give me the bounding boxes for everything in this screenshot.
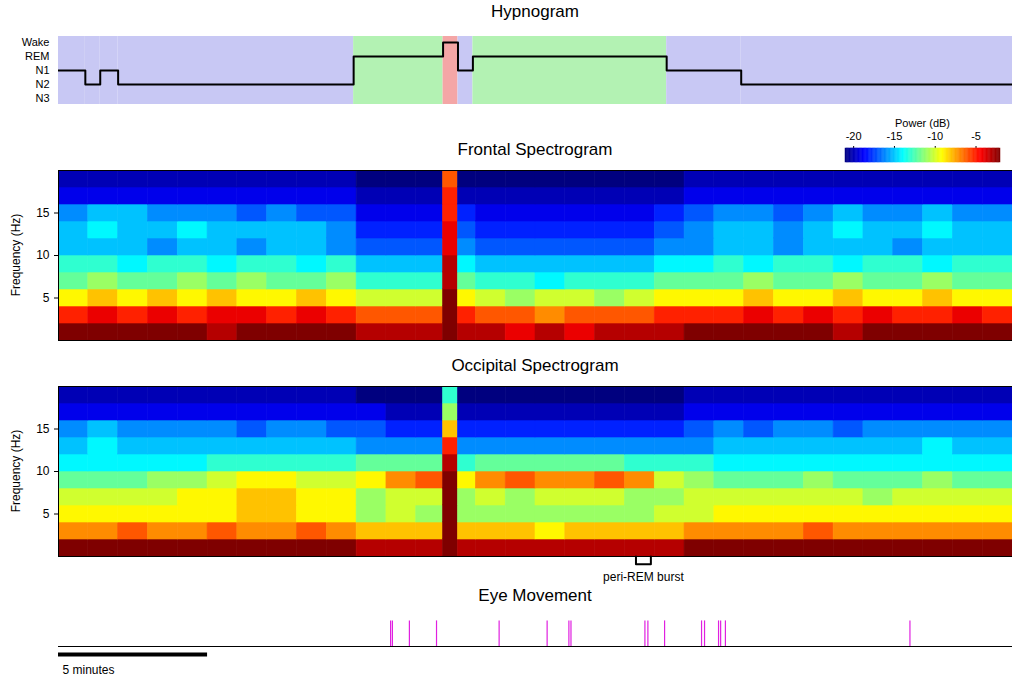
svg-text:5: 5 [43, 291, 50, 305]
svg-text:15: 15 [36, 206, 50, 220]
svg-text:5: 5 [43, 507, 50, 521]
svg-text:peri-REM burst: peri-REM burst [603, 570, 684, 584]
html-text:Frontal Spectrogram: Frontal Spectrogram [457, 140, 613, 159]
html-text:Hypnogram: Hypnogram [491, 2, 579, 21]
html-text:Frequency (Hz): Frequency (Hz) [9, 213, 23, 297]
svg-text:10: 10 [36, 464, 50, 478]
svg-text:-15: -15 [886, 130, 902, 142]
svg-text:15: 15 [36, 422, 50, 436]
svg-text:10: 10 [36, 248, 50, 262]
svg-text:N2: N2 [35, 78, 49, 90]
svg-text:REM: REM [25, 50, 49, 62]
svg-text:-10: -10 [927, 130, 943, 142]
svg-text:N1: N1 [35, 64, 49, 76]
html-text:Power (dB): Power (dB) [895, 117, 950, 129]
svg-text:-20: -20 [846, 130, 862, 142]
svg-text:5 minutes: 5 minutes [63, 663, 115, 677]
svg-text:Wake: Wake [22, 36, 50, 48]
html-text:Eye Movement: Eye Movement [478, 586, 592, 605]
svg-text:N3: N3 [35, 92, 49, 104]
svg-text:-5: -5 [971, 130, 981, 142]
html-text:Frequency (Hz): Frequency (Hz) [9, 429, 23, 513]
html-text:Occipital Spectrogram: Occipital Spectrogram [451, 356, 619, 375]
